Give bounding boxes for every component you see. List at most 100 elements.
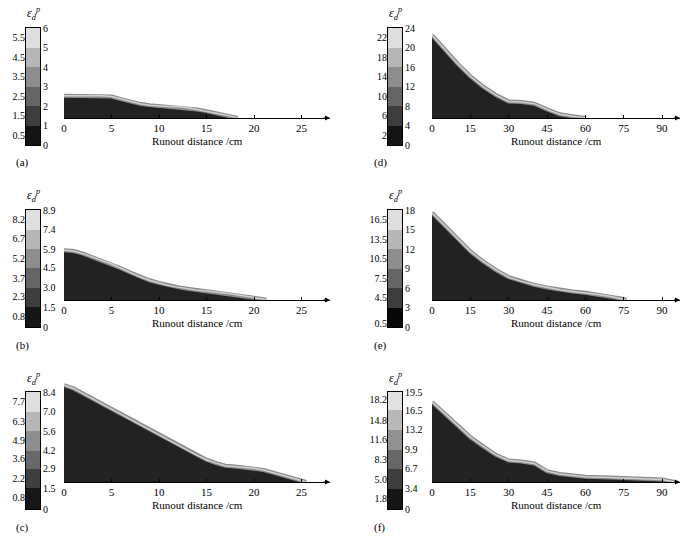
svg-text:ε​d​​p​: ε​d​​p​ (389, 187, 402, 204)
svg-text:5.9: 5.9 (43, 244, 56, 255)
svg-text:18: 18 (377, 52, 387, 63)
svg-text:30: 30 (503, 304, 515, 316)
svg-text:18: 18 (405, 205, 415, 216)
svg-text:19.5: 19.5 (405, 387, 423, 398)
svg-text:7.5: 7.5 (375, 273, 388, 284)
svg-text:60: 60 (580, 122, 592, 134)
svg-text:75: 75 (618, 486, 630, 498)
svg-text:0: 0 (61, 486, 67, 498)
svg-text:16.5: 16.5 (405, 405, 423, 416)
svg-text:8.2: 8.2 (13, 214, 26, 225)
svg-text:75: 75 (618, 304, 630, 316)
svg-text:5.5: 5.5 (13, 32, 26, 43)
svg-text:5.2: 5.2 (13, 253, 26, 264)
svg-text:15: 15 (465, 122, 477, 134)
svg-text:Runout distance /cm: Runout distance /cm (152, 135, 243, 147)
svg-text:30: 30 (503, 122, 515, 134)
svg-text:25: 25 (296, 304, 308, 316)
svg-text:Runout distance /cm: Runout distance /cm (511, 135, 602, 147)
svg-text:1.5: 1.5 (43, 302, 56, 313)
svg-text:0: 0 (405, 504, 410, 515)
svg-text:9: 9 (405, 263, 410, 274)
svg-text:15: 15 (405, 224, 415, 235)
svg-text:10: 10 (154, 304, 166, 316)
svg-text:5: 5 (43, 42, 48, 53)
svg-text:1.5: 1.5 (43, 483, 56, 494)
svg-text:15: 15 (465, 486, 477, 498)
svg-text:15: 15 (201, 304, 213, 316)
svg-text:6.7: 6.7 (13, 233, 26, 244)
svg-text:0: 0 (429, 122, 435, 134)
svg-text:ε​d​​p​: ε​d​​p​ (27, 5, 40, 22)
svg-text:ε​d​​p​: ε​d​​p​ (389, 5, 402, 22)
svg-text:1: 1 (43, 120, 48, 131)
svg-text:0.8: 0.8 (13, 492, 26, 503)
svg-text:18.2: 18.2 (370, 394, 388, 405)
svg-text:10: 10 (377, 91, 387, 102)
svg-text:2.3: 2.3 (13, 291, 26, 302)
svg-text:8: 8 (405, 101, 410, 112)
svg-text:10: 10 (154, 486, 166, 498)
svg-text:9.9: 9.9 (405, 444, 418, 455)
svg-text:Runout distance /cm: Runout distance /cm (152, 499, 243, 511)
svg-text:3.4: 3.4 (405, 483, 418, 494)
svg-text:2: 2 (382, 130, 387, 141)
svg-text:0: 0 (43, 322, 48, 333)
svg-text:4.5: 4.5 (13, 52, 26, 63)
svg-text:4.9: 4.9 (13, 435, 26, 446)
svg-text:0.8: 0.8 (13, 311, 26, 322)
svg-text:Runout distance /cm: Runout distance /cm (511, 317, 602, 329)
svg-text:7.7: 7.7 (13, 396, 26, 407)
svg-text:10.5: 10.5 (370, 253, 388, 264)
svg-text:0: 0 (61, 304, 67, 316)
svg-text:6.7: 6.7 (405, 463, 418, 474)
svg-text:4.5: 4.5 (375, 292, 388, 303)
svg-text:(f): (f) (374, 521, 385, 534)
svg-text:3: 3 (405, 302, 410, 313)
svg-text:14: 14 (377, 71, 387, 82)
svg-text:3.7: 3.7 (13, 273, 26, 284)
svg-text:75: 75 (618, 122, 630, 134)
svg-text:5: 5 (109, 304, 115, 316)
svg-text:90: 90 (657, 304, 669, 316)
svg-text:0: 0 (61, 122, 67, 134)
svg-text:ε​d​​p​: ε​d​​p​ (27, 370, 40, 387)
svg-text:15: 15 (201, 486, 213, 498)
svg-text:20: 20 (249, 304, 261, 316)
svg-text:45: 45 (542, 304, 554, 316)
svg-text:1.8: 1.8 (375, 493, 388, 504)
svg-text:45: 45 (542, 486, 554, 498)
svg-text:7.0: 7.0 (43, 406, 56, 417)
svg-text:3.6: 3.6 (13, 453, 26, 464)
svg-text:6.3: 6.3 (13, 416, 26, 427)
svg-text:60: 60 (580, 486, 592, 498)
svg-text:0: 0 (429, 486, 435, 498)
svg-text:0.5: 0.5 (375, 318, 388, 329)
svg-text:14.8: 14.8 (370, 415, 388, 426)
svg-text:12: 12 (405, 244, 415, 255)
svg-text:Runout distance /cm: Runout distance /cm (152, 317, 243, 329)
svg-text:25: 25 (296, 486, 308, 498)
svg-text:4.5: 4.5 (43, 262, 56, 273)
svg-text:2.5: 2.5 (13, 91, 26, 102)
svg-text:0: 0 (43, 140, 48, 151)
svg-text:0: 0 (405, 140, 410, 151)
svg-text:2: 2 (43, 101, 48, 112)
svg-text:1.5: 1.5 (13, 110, 26, 121)
svg-text:25: 25 (296, 122, 308, 134)
svg-text:2.2: 2.2 (13, 473, 26, 484)
svg-text:(a): (a) (16, 156, 29, 169)
svg-text:5.0: 5.0 (375, 474, 388, 485)
svg-text:13.2: 13.2 (405, 424, 423, 435)
svg-text:5: 5 (109, 122, 115, 134)
svg-text:16.5: 16.5 (370, 214, 388, 225)
svg-text:11.6: 11.6 (370, 434, 387, 445)
svg-text:20: 20 (249, 122, 261, 134)
svg-text:(d): (d) (374, 156, 387, 169)
svg-text:(c): (c) (16, 521, 29, 534)
svg-text:4: 4 (405, 120, 410, 131)
svg-text:3.0: 3.0 (43, 282, 56, 293)
svg-text:3.5: 3.5 (13, 71, 26, 82)
svg-text:Runout distance /cm: Runout distance /cm (511, 499, 602, 511)
svg-text:90: 90 (657, 486, 669, 498)
